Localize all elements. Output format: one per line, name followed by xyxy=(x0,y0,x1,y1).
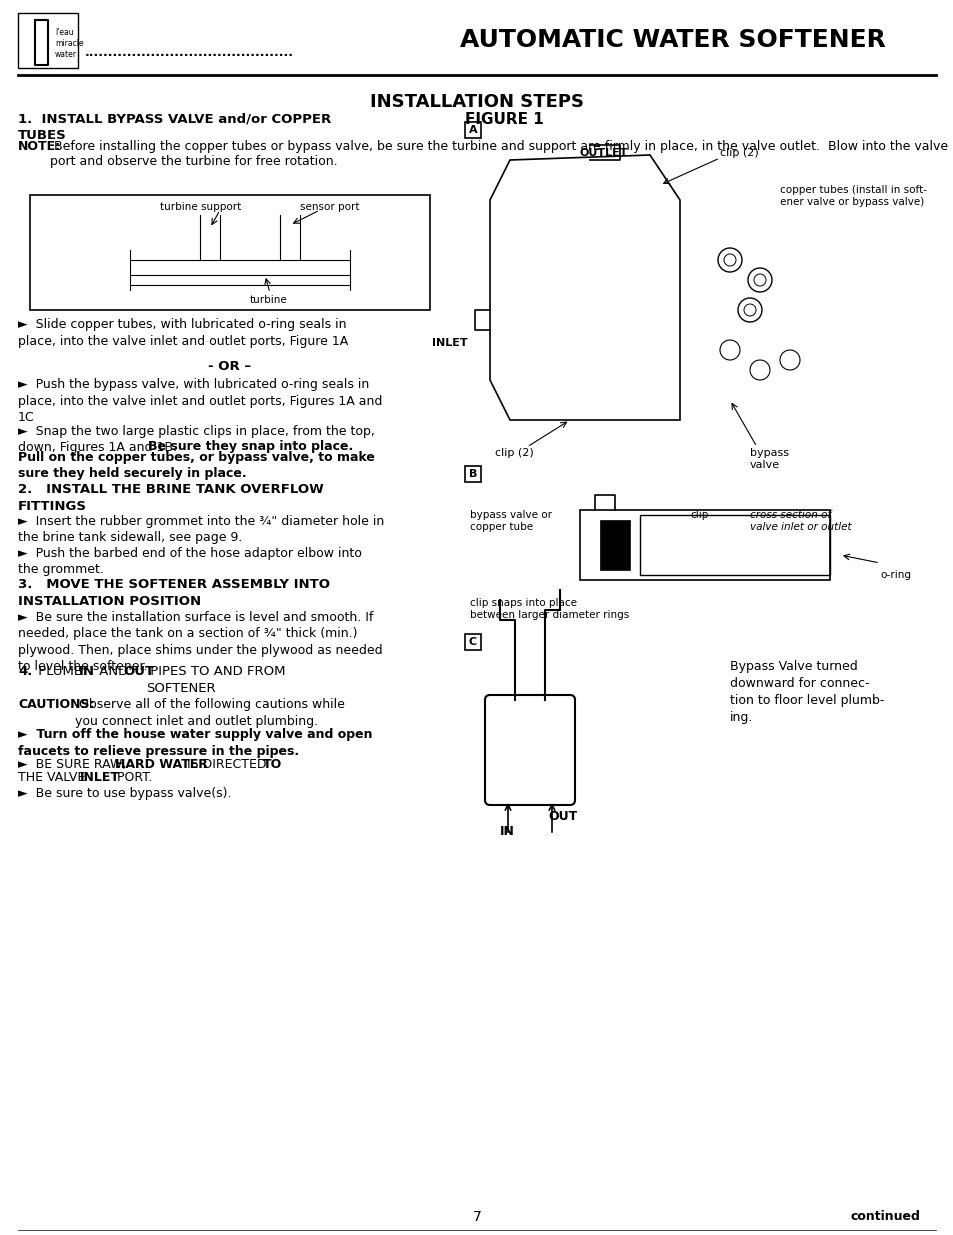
Text: clip (2): clip (2) xyxy=(720,148,758,158)
Text: o-ring: o-ring xyxy=(879,571,910,580)
Text: B: B xyxy=(468,469,476,479)
Text: sensor port: sensor port xyxy=(299,203,359,212)
Text: 7: 7 xyxy=(472,1210,481,1224)
Text: clip (2): clip (2) xyxy=(495,448,533,458)
Text: PLUMB: PLUMB xyxy=(34,664,87,678)
Text: ►  Be sure the installation surface is level and smooth. If
needed, place the ta: ► Be sure the installation surface is le… xyxy=(18,611,382,673)
Text: ►  Turn off the house water supply valve and open
faucets to relieve pressure in: ► Turn off the house water supply valve … xyxy=(18,727,372,757)
Text: NOTE:: NOTE: xyxy=(18,140,61,153)
Text: Bypass Valve turned
downward for connec-
tion to floor level plumb-
ing.: Bypass Valve turned downward for connec-… xyxy=(729,659,883,724)
Text: turbine: turbine xyxy=(250,295,288,305)
Text: INSTALLATION STEPS: INSTALLATION STEPS xyxy=(370,93,583,111)
Text: CAUTIONS:: CAUTIONS: xyxy=(18,698,94,711)
Bar xyxy=(464,466,480,482)
Text: IN: IN xyxy=(79,664,95,678)
Text: AUTOMATIC WATER SOFTENER: AUTOMATIC WATER SOFTENER xyxy=(459,28,885,52)
Bar xyxy=(579,510,829,580)
Bar xyxy=(639,515,829,576)
Text: continued: continued xyxy=(849,1210,919,1223)
Text: THE VALVE: THE VALVE xyxy=(18,771,90,784)
Text: ►  BE SURE RAW,: ► BE SURE RAW, xyxy=(18,758,131,771)
Text: TO: TO xyxy=(263,758,282,771)
Text: A: A xyxy=(468,125,476,135)
Text: PORT.: PORT. xyxy=(112,771,152,784)
Text: - OR –: - OR – xyxy=(208,359,252,373)
Text: copper tubes (install in soft-
ener valve or bypass valve): copper tubes (install in soft- ener valv… xyxy=(780,185,926,207)
Text: ►  Slide copper tubes, with lubricated o-ring seals in
place, into the valve inl: ► Slide copper tubes, with lubricated o-… xyxy=(18,317,348,347)
Text: 4.: 4. xyxy=(18,664,32,678)
Text: IS DIRECTED: IS DIRECTED xyxy=(183,758,271,771)
Text: HARD WATER: HARD WATER xyxy=(115,758,208,771)
Text: ►  Insert the rubber grommet into the ¾" diameter hole in
the brine tank sidewal: ► Insert the rubber grommet into the ¾" … xyxy=(18,515,384,545)
Text: OUT: OUT xyxy=(547,810,577,823)
Bar xyxy=(464,122,480,138)
Text: 3.   MOVE THE SOFTENER ASSEMBLY INTO
INSTALLATION POSITION: 3. MOVE THE SOFTENER ASSEMBLY INTO INSTA… xyxy=(18,578,330,608)
Text: ►  Be sure to use bypass valve(s).: ► Be sure to use bypass valve(s). xyxy=(18,787,232,800)
Text: OUT: OUT xyxy=(123,664,154,678)
Bar xyxy=(18,14,78,68)
Text: IN: IN xyxy=(499,825,515,839)
Text: C: C xyxy=(469,637,476,647)
Text: 2.   INSTALL THE BRINE TANK OVERFLOW
FITTINGS: 2. INSTALL THE BRINE TANK OVERFLOW FITTI… xyxy=(18,483,323,513)
Text: Before installing the copper tubes or bypass valve, be sure the turbine and supp: Before installing the copper tubes or by… xyxy=(50,140,947,168)
Text: Observe all of the following cautions while
you connect inlet and outlet plumbin: Observe all of the following cautions wh… xyxy=(75,698,345,727)
Text: INLET: INLET xyxy=(432,338,468,348)
Text: INLET: INLET xyxy=(80,771,120,784)
Text: clip snaps into place
between larger diameter rings: clip snaps into place between larger dia… xyxy=(470,598,629,620)
Text: ►  Push the barbed end of the hose adaptor elbow into
the grommet.: ► Push the barbed end of the hose adapto… xyxy=(18,547,361,577)
Bar xyxy=(464,634,480,650)
Text: AND: AND xyxy=(95,664,132,678)
Text: cross section of
valve inlet or outlet: cross section of valve inlet or outlet xyxy=(749,510,851,532)
Bar xyxy=(599,520,629,571)
Text: Pull on the copper tubes, or bypass valve, to make
sure they held securely in pl: Pull on the copper tubes, or bypass valv… xyxy=(18,451,375,480)
Text: ►  Push the bypass valve, with lubricated o-ring seals in
place, into the valve : ► Push the bypass valve, with lubricated… xyxy=(18,378,382,424)
Text: Be sure they snap into place.: Be sure they snap into place. xyxy=(148,440,353,453)
Text: PIPES TO AND FROM
SOFTENER: PIPES TO AND FROM SOFTENER xyxy=(146,664,285,695)
Text: l'eau
miracle
water: l'eau miracle water xyxy=(55,28,84,59)
Text: OUTLET: OUTLET xyxy=(579,148,628,158)
Text: clip: clip xyxy=(689,510,708,520)
Text: turbine support: turbine support xyxy=(160,203,241,212)
Text: ►  Snap the two large plastic clips in place, from the top,
down, Figures 1A and: ► Snap the two large plastic clips in pl… xyxy=(18,425,375,454)
Text: FIGURE 1: FIGURE 1 xyxy=(464,112,543,127)
Text: bypass valve or
copper tube: bypass valve or copper tube xyxy=(470,510,552,532)
Text: bypass
valve: bypass valve xyxy=(749,448,788,471)
Bar xyxy=(30,195,430,310)
Text: ............................................: ........................................… xyxy=(85,46,294,58)
Text: 1.  INSTALL BYPASS VALVE and/or COPPER
TUBES: 1. INSTALL BYPASS VALVE and/or COPPER TU… xyxy=(18,112,331,142)
